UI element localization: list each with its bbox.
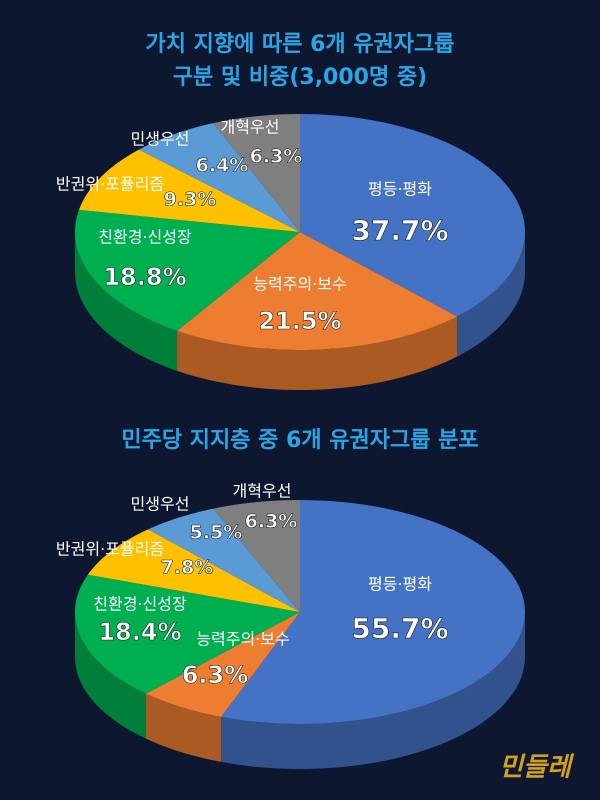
slice-side (75, 232, 178, 371)
logo: 민들레 (499, 753, 575, 783)
slice-name: 평등·평화 (368, 575, 432, 594)
slice-value: 18.4% (98, 618, 181, 646)
slice-name: 능력주의·보수 (253, 275, 346, 294)
slice-name: 민생우선 (131, 495, 190, 514)
chart-title: 구분 및 비중(3,000명 중) (173, 65, 427, 90)
slice-name: 능력주의·보수 (196, 630, 289, 649)
slice (138, 123, 300, 232)
slice (177, 232, 458, 350)
slice (148, 508, 300, 612)
slice-side (75, 612, 146, 739)
slice-value: 7.8% (161, 557, 214, 579)
slice-side (221, 612, 526, 769)
slice (213, 500, 300, 612)
slice-name: 친환경·신성장 (93, 595, 187, 614)
slice (87, 529, 300, 612)
slice-name: 민생우선 (131, 130, 190, 149)
slice-side (177, 316, 458, 390)
slice-name: 친환경·신성장 (98, 228, 192, 247)
slice (221, 500, 525, 724)
slice-value: 37.7% (351, 214, 448, 247)
slice-name: 평등·평화 (368, 180, 432, 199)
chart-title: 민주당 지지층 중 6개 유권자그룹 분포 (121, 428, 478, 453)
slice (78, 149, 300, 232)
slice (75, 574, 300, 694)
slice-name: 반권위·포퓰리즘 (56, 175, 164, 194)
slice-value: 6.4% (196, 155, 249, 177)
slice-value: 21.5% (258, 307, 341, 335)
chart-title: 가치 지향에 따른 6개 유권자그룹 (145, 32, 454, 57)
slice-side (457, 232, 525, 357)
slice-name: 개혁우선 (233, 482, 292, 501)
slice-name: 반권위·포퓰리즘 (56, 540, 164, 559)
slice-side (145, 693, 222, 762)
slice-value: 5.5% (190, 522, 243, 544)
slice-value: 55.7% (351, 612, 448, 645)
slice (300, 114, 525, 317)
slice-value: 18.8% (103, 263, 186, 291)
slice-value: 6.3% (182, 661, 249, 689)
slice (213, 114, 300, 232)
slice-value: 6.3% (250, 146, 303, 168)
slice (145, 612, 300, 717)
slice-value: 9.3% (164, 189, 217, 211)
slice (75, 209, 300, 331)
slice-value: 6.3% (245, 511, 298, 533)
slice-name: 개혁우선 (221, 118, 280, 137)
